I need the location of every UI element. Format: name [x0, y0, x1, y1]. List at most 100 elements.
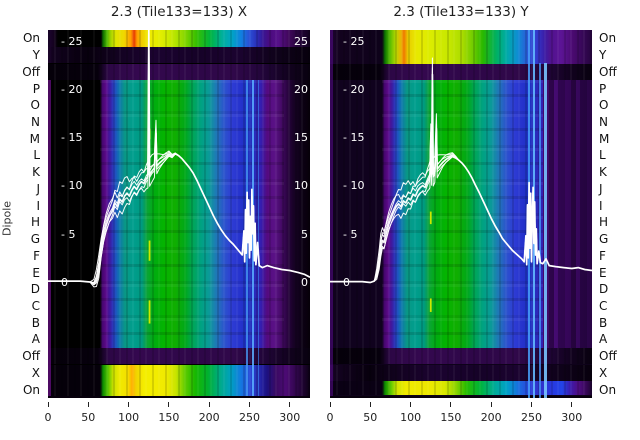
x-tick-label: 150: [158, 411, 180, 424]
row-label-b: B: [599, 315, 608, 330]
row-label-on: On: [22, 382, 40, 397]
row-label-h: H: [599, 215, 609, 230]
row-label-l: L: [599, 148, 606, 163]
row-label-on: On: [599, 31, 617, 46]
row-label-i: I: [36, 198, 40, 213]
x-tick-mark: [87, 402, 89, 407]
x-tick-label: 200: [480, 411, 502, 424]
rfi-line: [257, 80, 259, 396]
rfi-line: [544, 63, 547, 398]
heatmap-left-edge-stripe: [48, 80, 51, 396]
row-label-y: Y: [32, 48, 40, 63]
x-tick-label: 100: [400, 411, 422, 424]
heatmap-band-y: [48, 46, 310, 64]
x-tick-mark: [47, 402, 49, 407]
row-label-o: O: [30, 98, 40, 113]
x-tick-mark: [410, 402, 412, 407]
row-label-off: Off: [599, 349, 617, 364]
rfi-line: [246, 80, 248, 396]
y-value-label-right: 5: [301, 227, 308, 241]
row-label-g: G: [30, 232, 40, 247]
row-label-m: M: [29, 131, 40, 146]
row-label-off: Off: [599, 64, 617, 79]
row-label-k: K: [32, 165, 40, 180]
heatmap-band-off-bottom: [330, 347, 592, 365]
heatmap-band-on-bottom: [330, 381, 592, 396]
y-value-label-right: 15: [294, 131, 308, 145]
heatmap-band-on-top: [48, 30, 310, 47]
row-label-on: On: [22, 31, 40, 46]
row-label-l: L: [33, 148, 40, 163]
heatmap-band-on-bottom: [48, 364, 310, 396]
x-tick-mark: [450, 402, 452, 407]
heatmap-main-block: [48, 80, 310, 348]
row-label-on: On: [599, 382, 617, 397]
x-tick-mark: [168, 402, 170, 407]
heatmap-bottom-edge: [48, 395, 310, 398]
x-tick-label: 0: [326, 411, 334, 424]
row-label-h: H: [30, 215, 40, 230]
row-label-d: D: [30, 282, 40, 297]
x-tick-label: 50: [81, 411, 96, 424]
y-value-label-left: - 15: [61, 131, 83, 145]
y-value-label-left: - 10: [343, 179, 365, 193]
row-label-p: P: [32, 81, 40, 96]
y-value-label-left: 0: [61, 276, 68, 289]
y-value-label-left: - 20: [343, 82, 365, 96]
heatmap-band-off-bottom: [48, 347, 310, 365]
x-tick-mark: [490, 402, 492, 407]
row-label-i: I: [599, 198, 603, 213]
y-value-label-left: - 20: [61, 82, 83, 96]
x-tick-label: 50: [363, 411, 378, 424]
x-tick-label: 250: [239, 411, 260, 424]
x-tick-label: 100: [118, 411, 140, 424]
x-tick-mark: [329, 402, 331, 407]
x-tick-label: 300: [279, 411, 301, 424]
row-label-j: J: [599, 181, 603, 196]
row-label-b: B: [31, 315, 40, 330]
y-value-label-left: - 10: [61, 179, 83, 193]
x-tick-label: 300: [561, 411, 583, 424]
heatmap-panel-y: - 25 - 20 - 15 - 10 - 5 0: [330, 30, 592, 398]
row-label-m: M: [599, 131, 610, 146]
x-tick-mark: [128, 402, 130, 407]
heatmap-left-edge-stripe: [330, 30, 333, 396]
row-label-off: Off: [22, 349, 40, 364]
x-tick-label: 150: [440, 411, 462, 424]
row-label-d: D: [599, 282, 609, 297]
panel-y-title: 2.3 (Tile133=133) Y: [393, 4, 529, 20]
x-tick-label: 250: [521, 411, 542, 424]
row-label-o: O: [599, 98, 609, 113]
y-value-label-right: 10: [294, 179, 308, 193]
row-label-p: P: [599, 81, 607, 96]
y-value-label-left: - 5: [343, 227, 358, 241]
y-value-label-left: 0: [343, 276, 350, 289]
heatmap-band-off-top: [330, 63, 592, 81]
row-label-a: A: [599, 332, 608, 347]
y-value-label-right: 25: [294, 34, 308, 48]
x-tick-label: 200: [198, 411, 220, 424]
heatmap-band-x: [330, 364, 592, 382]
row-label-x: X: [599, 365, 608, 380]
y-value-label-left: - 5: [61, 227, 76, 241]
rfi-line: [251, 80, 254, 396]
y-value-label-left: - 15: [343, 131, 365, 145]
y-value-label-left: - 25: [343, 34, 365, 48]
row-label-f: F: [33, 248, 40, 263]
x-tick-mark: [531, 402, 532, 407]
row-label-y: Y: [599, 48, 607, 63]
row-label-x: X: [31, 365, 40, 380]
rfi-line: [539, 63, 541, 398]
heatmap-band-on-top: [330, 30, 592, 64]
rfi-line: [533, 30, 535, 398]
heatmap-band-off-top: [48, 63, 310, 81]
heatmap-bottom-edge: [330, 395, 592, 398]
x-tick-mark: [289, 402, 291, 407]
row-label-e: E: [599, 265, 607, 280]
y-value-label-right: 0: [301, 276, 308, 289]
x-tick-label: 0: [44, 411, 52, 424]
x-tick-mark: [249, 402, 250, 407]
row-label-n: N: [599, 114, 608, 129]
row-label-f: F: [599, 248, 606, 263]
